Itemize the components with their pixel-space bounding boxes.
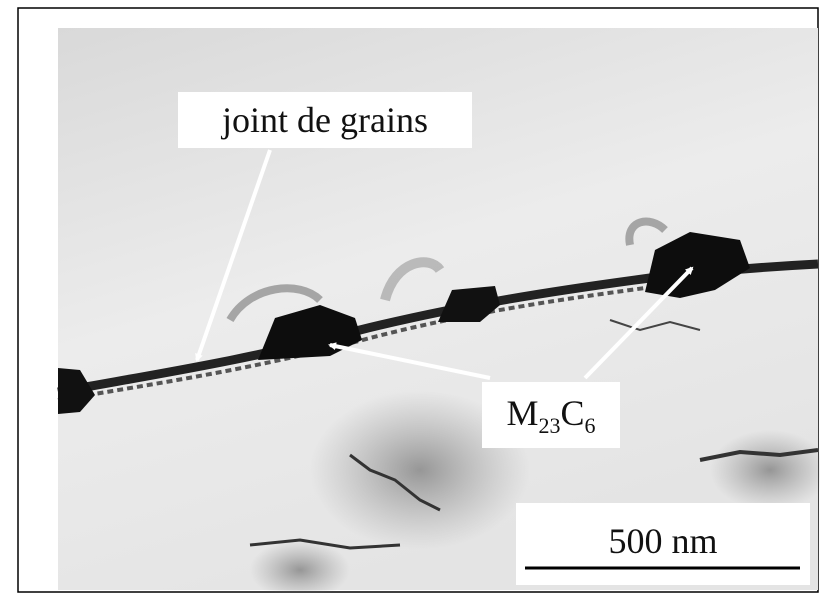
label-part: 23 <box>539 413 561 438</box>
figure: joint de grains M23C6 500 nm <box>0 0 820 593</box>
label-part: C <box>561 393 585 433</box>
label-part: M <box>506 393 538 433</box>
scale-label: 500 nm <box>608 521 717 561</box>
label-text: joint de grains <box>220 100 428 140</box>
label-part: 6 <box>585 413 596 438</box>
page: {"labels": {"grain_boundary": "joint de … <box>0 0 820 593</box>
scale-bar: 500 nm <box>516 503 810 585</box>
